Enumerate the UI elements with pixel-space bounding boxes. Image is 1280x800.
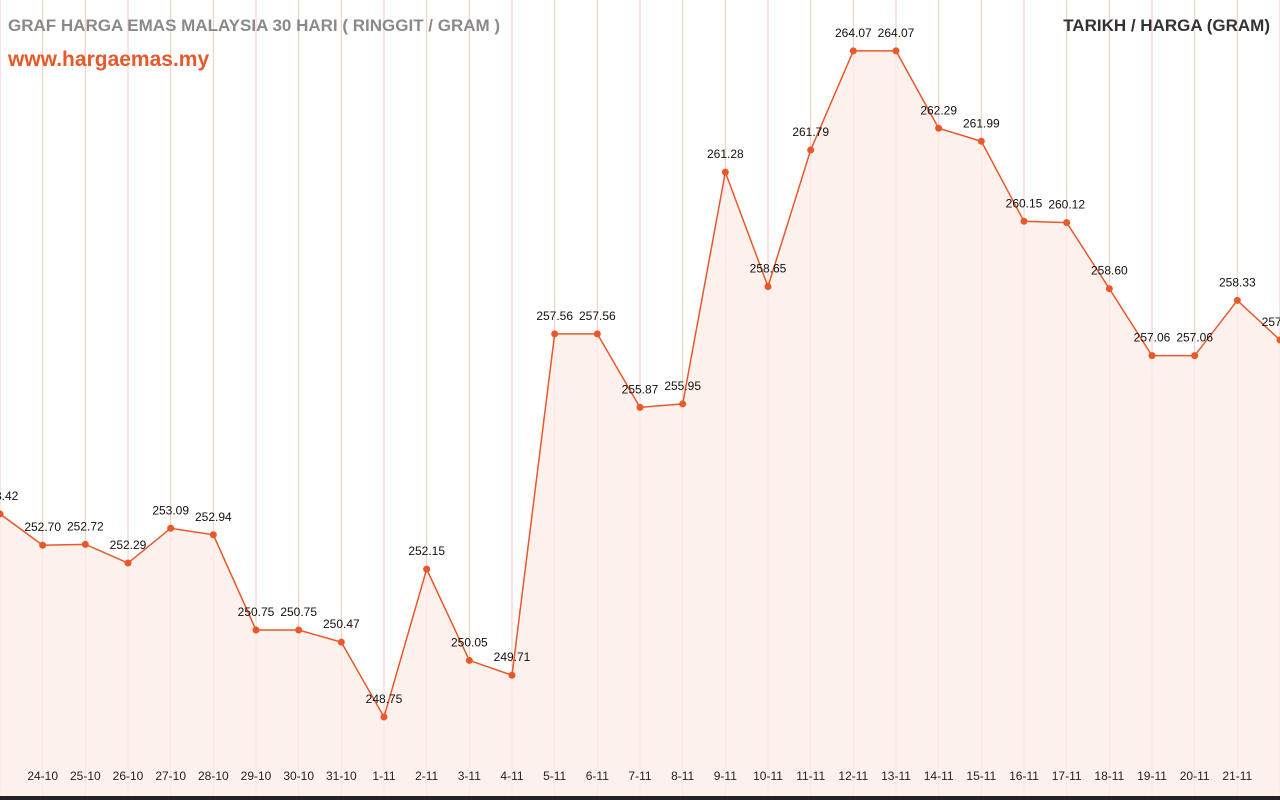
value-label: 261.28 [707, 147, 744, 161]
x-tick-label: 4-11 [500, 769, 523, 783]
x-tick-label: 17-11 [1052, 769, 1082, 783]
chart-title: GRAF HARGA EMAS MALAYSIA 30 HARI ( RINGG… [8, 16, 500, 35]
point [551, 330, 559, 338]
x-tick-label: 8-11 [671, 769, 694, 783]
x-tick-label: 18-11 [1094, 769, 1124, 783]
point [807, 146, 815, 154]
point [679, 400, 687, 408]
value-label: 253.09 [152, 503, 189, 517]
x-tick-label: 20-11 [1180, 769, 1210, 783]
x-tick-label: 21-11 [1222, 769, 1252, 783]
value-label: 258.33 [1219, 275, 1256, 289]
value-label: 257.06 [1134, 331, 1171, 345]
value-label: 261.79 [792, 125, 829, 139]
x-tick-label: 5-11 [543, 769, 566, 783]
point [977, 137, 985, 145]
x-tick-label: 14-11 [924, 769, 954, 783]
value-label: 252.94 [195, 510, 232, 524]
point [593, 330, 601, 338]
point [1191, 352, 1199, 360]
point [167, 524, 175, 532]
value-label: 257.42 [1262, 315, 1280, 329]
point [1020, 217, 1028, 225]
point [764, 283, 772, 291]
x-tick-label: 30-10 [283, 769, 314, 783]
point [465, 656, 473, 664]
value-label: 252.15 [408, 544, 445, 558]
value-label: 252.70 [24, 520, 61, 534]
point [636, 403, 644, 411]
value-label: 260.15 [1006, 196, 1043, 210]
x-tick-label: 10-11 [753, 769, 783, 783]
x-tick-label: 26-10 [113, 769, 144, 783]
x-tick-label: 15-11 [966, 769, 996, 783]
value-label: 248.75 [366, 692, 403, 706]
value-label: 252.29 [110, 538, 147, 552]
x-tick-label: 29-10 [241, 769, 272, 783]
point [935, 124, 943, 132]
point [124, 559, 132, 567]
value-label: 250.75 [238, 605, 275, 619]
value-label: 264.07 [835, 26, 872, 40]
value-label: 261.99 [963, 116, 1000, 130]
point [295, 626, 303, 634]
value-label: 258.65 [750, 262, 787, 276]
x-tick-label: 13-11 [881, 769, 911, 783]
value-label: 257.56 [579, 309, 616, 323]
area [0, 50, 1280, 796]
point [39, 541, 47, 549]
x-tick-label: 16-11 [1009, 769, 1039, 783]
value-label: 255.95 [664, 379, 701, 393]
point [209, 531, 217, 539]
value-label: 250.47 [323, 617, 360, 631]
chart-subtitle: www.hargaemas.my [7, 48, 209, 71]
x-tick-label: 1-11 [372, 769, 395, 783]
point [1063, 219, 1071, 227]
value-label: 253.42 [0, 489, 19, 503]
value-label: 260.12 [1048, 198, 1085, 212]
value-label: 252.72 [67, 519, 104, 533]
x-tick-label: 2-11 [415, 769, 438, 783]
point [337, 638, 345, 646]
point [721, 168, 729, 176]
point [81, 540, 89, 548]
point [1233, 296, 1241, 304]
value-label: 255.87 [622, 382, 659, 396]
point [0, 510, 4, 518]
x-tick-label: 9-11 [714, 769, 737, 783]
x-tick-label: 25-10 [70, 769, 101, 783]
point [892, 47, 900, 55]
x-tick-label: 6-11 [586, 769, 609, 783]
x-tick-label: 19-11 [1137, 769, 1167, 783]
value-label: 258.60 [1091, 264, 1128, 278]
value-label: 250.75 [280, 605, 317, 619]
legend-label: TARIKH / HARGA (GRAM) [1063, 16, 1270, 35]
x-tick-label: 11-11 [796, 769, 825, 783]
value-label: 257.06 [1176, 331, 1213, 345]
point [508, 671, 516, 679]
point [1105, 285, 1113, 293]
x-tick-label: 28-10 [198, 769, 229, 783]
point [849, 47, 857, 55]
value-label: 249.71 [494, 650, 531, 664]
value-label: 257.56 [536, 309, 573, 323]
value-label: 262.29 [920, 103, 957, 117]
x-tick-label: 31-10 [326, 769, 357, 783]
point [423, 565, 431, 573]
x-tick-label: 27-10 [155, 769, 186, 783]
bottom-edge [0, 796, 1280, 800]
point [1148, 352, 1156, 360]
point [1276, 336, 1280, 344]
point [380, 713, 388, 721]
x-tick-label: 24-10 [27, 769, 58, 783]
x-tick-label: 7-11 [628, 769, 651, 783]
point [252, 626, 260, 634]
value-label: 250.05 [451, 635, 488, 649]
x-tick-label: 3-11 [458, 769, 481, 783]
value-label: 264.07 [878, 26, 915, 40]
x-tick-label: 12-11 [838, 769, 868, 783]
